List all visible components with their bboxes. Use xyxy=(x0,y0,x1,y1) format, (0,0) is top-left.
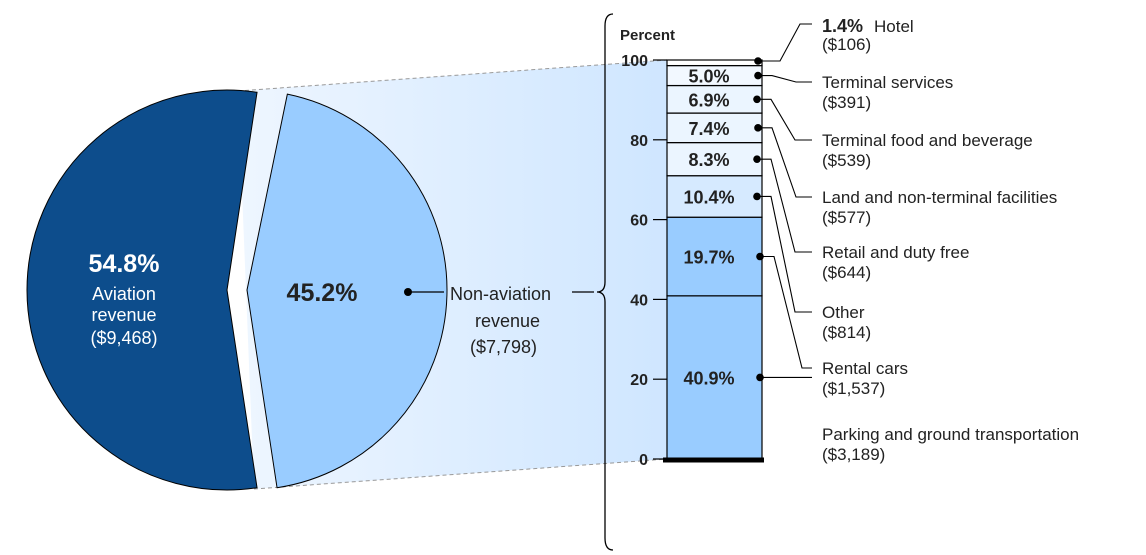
axis-tick-label: 60 xyxy=(630,213,648,230)
segment-amount-label: ($539) xyxy=(822,151,871,170)
bar-segment xyxy=(666,141,763,177)
segment-amount-label: ($644) xyxy=(822,263,871,282)
segment-amount-label: ($391) xyxy=(822,93,871,112)
aviation-name-label: Aviation xyxy=(92,284,156,304)
segment-name-label: Rental cars xyxy=(822,359,908,378)
segment-percent-label: 5.0% xyxy=(688,67,729,87)
segment-percent-label: 6.9% xyxy=(688,90,729,110)
bar-segment xyxy=(666,112,763,144)
aviation-amount-label: ($9,468) xyxy=(90,328,157,348)
axis-tick-label: 100 xyxy=(621,53,648,70)
segment-leader xyxy=(760,255,812,369)
segment-name-label: Other xyxy=(822,303,865,322)
zoom-line-bottom xyxy=(253,458,668,490)
segment-percent-label: 40.9% xyxy=(683,368,734,388)
segment-leader xyxy=(757,158,812,253)
bar-segment xyxy=(666,84,763,114)
segment-name-label: Hotel xyxy=(874,17,914,36)
segment-amount-label: ($577) xyxy=(822,208,871,227)
segment-leader xyxy=(758,75,812,83)
pie-slice-aviation xyxy=(26,89,258,491)
aviation-name-label: revenue xyxy=(91,305,156,325)
segment-percent-label: 1.4% xyxy=(822,16,863,36)
segment-name-label: Parking and ground transportation xyxy=(822,425,1079,444)
aviation-percent-label: 54.8% xyxy=(89,250,160,278)
segment-name-label: Terminal food and beverage xyxy=(822,131,1033,150)
non-aviation-name-label: Non-aviation xyxy=(450,284,551,304)
segment-percent-label: 19.7% xyxy=(683,248,734,268)
segment-percent-label: 8.3% xyxy=(688,150,729,170)
segment-name-label: Land and non-terminal facilities xyxy=(822,188,1057,207)
segment-leader xyxy=(758,127,812,198)
segment-amount-label: ($814) xyxy=(822,323,871,342)
non-aviation-percent-label: 45.2% xyxy=(287,279,358,307)
zoom-line-top xyxy=(237,59,668,92)
segment-leader xyxy=(757,195,812,313)
bar-segment xyxy=(666,59,763,67)
bracket xyxy=(596,13,614,551)
segment-percent-label: 10.4% xyxy=(683,187,734,207)
non-aviation-amount-label: ($7,798) xyxy=(470,337,537,357)
segment-name-label: Retail and duty free xyxy=(822,243,969,262)
non-aviation-name-label: revenue xyxy=(475,311,540,331)
axis-tick-label: 0 xyxy=(639,452,648,469)
axis-tick-label: 80 xyxy=(630,133,648,150)
segment-percent-label: 7.4% xyxy=(688,119,729,139)
axis-title: Percent xyxy=(620,27,675,44)
axis-tick-label: 40 xyxy=(630,292,648,309)
segment-leader xyxy=(757,98,812,141)
segment-amount-label: ($106) xyxy=(822,35,871,54)
segment-amount-label: ($1,537) xyxy=(822,379,885,398)
bar-segment xyxy=(666,216,763,297)
pie-slice-non-aviation xyxy=(246,93,448,489)
axis-tick-label: 20 xyxy=(630,372,648,389)
segment-leader xyxy=(758,23,812,62)
segment-amount-label: ($3,189) xyxy=(822,445,885,464)
segment-name-label: Terminal services xyxy=(822,73,953,92)
